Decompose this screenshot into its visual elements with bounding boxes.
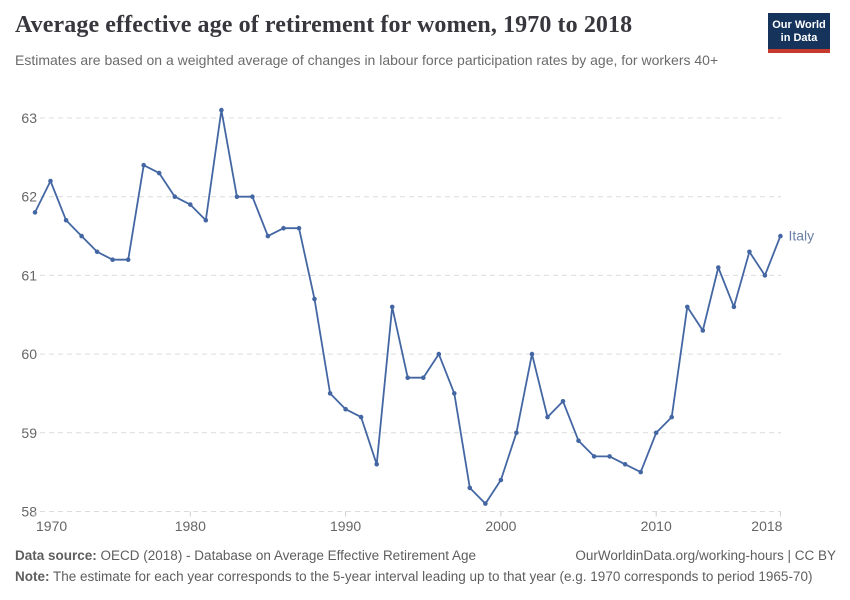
y-axis-label: 58 bbox=[21, 504, 37, 520]
data-point[interactable] bbox=[514, 430, 519, 436]
data-point[interactable] bbox=[591, 454, 597, 459]
data-point[interactable] bbox=[125, 257, 131, 263]
data-point[interactable] bbox=[436, 351, 442, 357]
data-point[interactable] bbox=[281, 225, 286, 231]
owid-logo[interactable]: Our World in Data bbox=[768, 13, 830, 53]
data-source-label: Data source: bbox=[15, 548, 97, 563]
chart-footer: Data source: OECD (2018) - Database on A… bbox=[15, 545, 836, 587]
data-point[interactable] bbox=[576, 438, 581, 444]
note-text: The estimate for each year corresponds t… bbox=[49, 569, 813, 584]
data-point[interactable] bbox=[141, 162, 146, 168]
x-axis-label: 2018 bbox=[751, 518, 782, 534]
data-point[interactable] bbox=[389, 304, 395, 310]
y-axis-label: 63 bbox=[21, 110, 37, 126]
data-line bbox=[34, 109, 782, 505]
data-point[interactable] bbox=[545, 414, 550, 420]
note-label: Note: bbox=[15, 569, 50, 584]
data-point[interactable] bbox=[731, 304, 737, 310]
data-point[interactable] bbox=[607, 454, 612, 459]
owid-link[interactable]: OurWorldinData.org/working-hours | CC BY bbox=[575, 548, 836, 563]
data-point[interactable] bbox=[685, 304, 690, 310]
x-axis-label: 1980 bbox=[175, 518, 206, 534]
data-point[interactable] bbox=[421, 375, 426, 381]
data-point[interactable] bbox=[94, 249, 100, 255]
x-axis-ticks bbox=[34, 511, 781, 517]
data-point[interactable] bbox=[48, 178, 53, 184]
data-source: Data source: OECD (2018) - Database on A… bbox=[15, 545, 476, 566]
x-axis-label: 1970 bbox=[36, 518, 67, 534]
data-point[interactable] bbox=[265, 233, 271, 239]
data-source-text: OECD (2018) - Database on Average Effect… bbox=[96, 548, 476, 563]
y-axis-label: 59 bbox=[21, 425, 37, 441]
data-point[interactable] bbox=[219, 107, 224, 113]
data-point[interactable] bbox=[234, 194, 240, 199]
entity-label[interactable]: Italy bbox=[788, 228, 814, 244]
x-axis-label: 2000 bbox=[485, 518, 516, 534]
y-axis-label: 61 bbox=[21, 267, 37, 283]
y-axis-label: 62 bbox=[21, 189, 37, 205]
x-axis-label: 2010 bbox=[641, 518, 672, 534]
data-point[interactable] bbox=[374, 462, 380, 467]
data-point[interactable] bbox=[358, 414, 364, 420]
data-point[interactable] bbox=[79, 233, 84, 239]
owid-logo-line2: in Data bbox=[780, 32, 818, 44]
data-point[interactable] bbox=[327, 391, 333, 396]
data-point[interactable] bbox=[343, 406, 348, 412]
owid-logo-line1: Our World bbox=[772, 19, 826, 31]
data-point[interactable] bbox=[452, 391, 457, 396]
data-point[interactable] bbox=[188, 202, 193, 207]
data-point[interactable] bbox=[778, 233, 783, 239]
data-point[interactable] bbox=[63, 218, 69, 223]
data-point[interactable] bbox=[747, 249, 752, 255]
data-point[interactable] bbox=[762, 273, 768, 278]
data-point[interactable] bbox=[405, 375, 411, 381]
y-axis-labels: 58 59 60 61 62 63 bbox=[21, 110, 37, 520]
data-point[interactable] bbox=[653, 430, 659, 436]
data-point[interactable] bbox=[312, 296, 317, 302]
data-point[interactable] bbox=[156, 170, 162, 176]
data-point[interactable] bbox=[203, 218, 209, 223]
data-point[interactable] bbox=[32, 210, 38, 215]
chart-title: Average effective age of retirement for … bbox=[15, 12, 633, 38]
data-point[interactable] bbox=[250, 194, 255, 199]
y-axis-label: 60 bbox=[21, 346, 37, 362]
chart-subtitle: Estimates are based on a weighted averag… bbox=[15, 52, 719, 68]
x-axis-labels: 1970 1980 1990 2000 2010 2018 bbox=[36, 518, 783, 534]
data-point[interactable] bbox=[669, 414, 674, 420]
entity-label-group: Italy bbox=[788, 228, 814, 244]
data-point[interactable] bbox=[467, 485, 473, 491]
chart-note: Note: The estimate for each year corresp… bbox=[15, 566, 836, 587]
x-axis-label: 1990 bbox=[330, 518, 361, 534]
data-point[interactable] bbox=[483, 501, 488, 506]
data-point[interactable] bbox=[716, 265, 721, 270]
data-point[interactable] bbox=[622, 462, 628, 467]
data-markers bbox=[32, 107, 783, 506]
data-point[interactable] bbox=[638, 469, 643, 475]
data-point[interactable] bbox=[529, 351, 535, 357]
data-line-group bbox=[34, 109, 782, 505]
data-point[interactable] bbox=[296, 225, 302, 231]
data-point[interactable] bbox=[560, 399, 566, 404]
data-point[interactable] bbox=[700, 328, 706, 333]
data-point[interactable] bbox=[498, 477, 504, 483]
data-point[interactable] bbox=[172, 194, 178, 199]
data-point[interactable] bbox=[110, 257, 115, 263]
gridlines bbox=[40, 117, 781, 512]
